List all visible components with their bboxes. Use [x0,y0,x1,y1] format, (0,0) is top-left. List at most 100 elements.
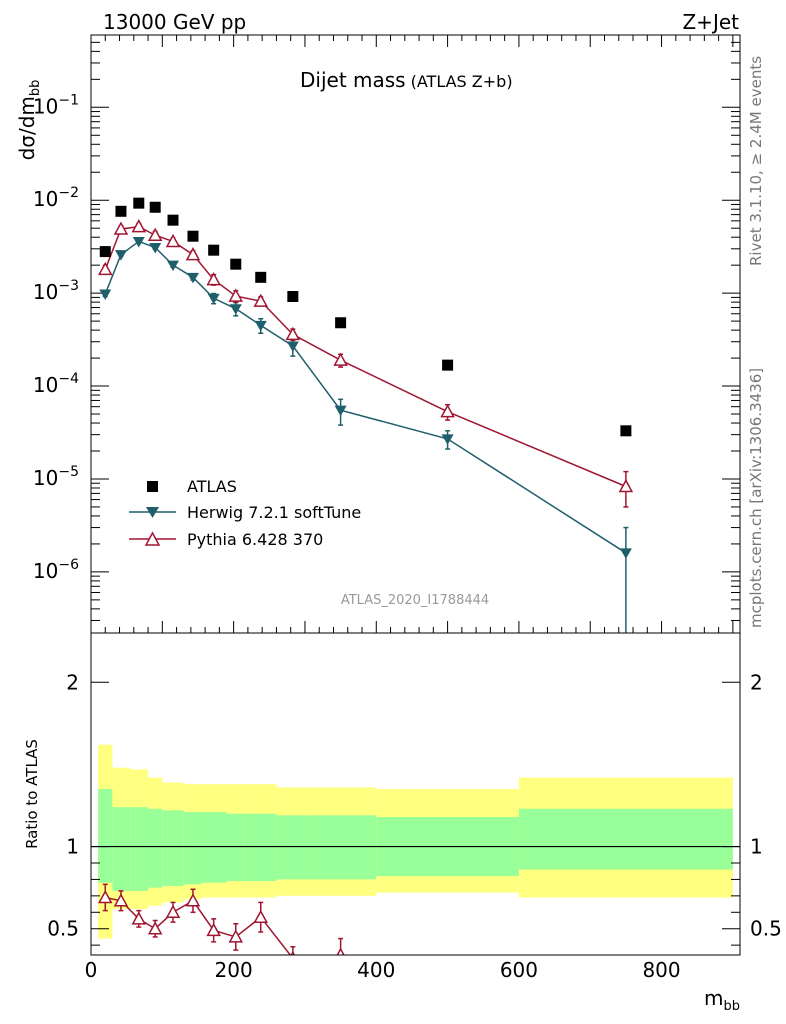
herwig-point [334,405,347,417]
ratio-band-green [226,813,245,882]
legend-atlas-marker [147,481,158,492]
herwig-point [286,341,299,352]
pythia-point [253,293,269,307]
pythia-point [618,478,634,493]
atlas-point [620,425,632,437]
x-tick-label: 400 [357,958,395,982]
main-y-tick-label: 10−6 [33,557,79,583]
x-tick-label: 600 [500,958,538,982]
legend: ATLAS Herwig 7.2.1 softTune Pythia 6.428… [129,477,361,549]
herwig-point [441,434,454,445]
pythia-ratio-point [228,929,244,943]
pythia-point [333,352,348,366]
pythia-point [165,233,181,248]
ratio-band-green [518,808,733,870]
ratio-y-tick-label-right: 0.5 [750,917,782,941]
legend-pythia-label: Pythia 6.428 370 [187,530,323,549]
ratio-band-green [201,812,227,883]
ratio-band-green [130,807,149,891]
ratio-y-tick-label-right: 2 [750,670,763,694]
main-y-tick-labels: 10−6 10−5 10−4 10−3 10−2 10−1 [33,92,79,583]
pythia-ratio-point [290,950,296,955]
ratio-band-green [276,815,305,880]
ratio-band-green [148,808,163,888]
pythia-point [206,271,221,286]
x-tick-label: 800 [642,958,680,982]
herwig-point [149,242,162,254]
pythia-ratio-point [113,893,129,907]
main-y-tick-label: 10−2 [33,185,79,211]
pythia-ratio-point [185,893,201,907]
pythia-point [147,227,163,241]
x-tick-label: 200 [215,958,253,982]
process-label: Z+Jet [682,10,739,34]
pythia-point [131,219,147,233]
legend-herwig-label: Herwig 7.2.1 softTune [187,503,361,522]
ratio-y-tick-label: 1 [66,835,79,859]
herwig-point [254,320,267,332]
pythia-ratio-point [131,911,147,925]
main-series-layer [98,197,634,633]
ratio-band-green [162,810,184,886]
herwig-point [167,260,180,272]
pythia-point [440,404,455,418]
herwig-point [186,272,199,284]
pythia-ratio-point [253,909,269,923]
atlas-point [167,214,179,226]
main-y-tick-label: 10−4 [33,371,79,397]
pythia-ratio-point [165,904,181,919]
ratio-y-tick-label-right: 1 [750,835,763,859]
pythia-point [185,247,201,261]
herwig-point [99,289,112,300]
ratio-y-tick-labels: 0.5 0.5 1 1 2 2 [47,670,782,940]
atlas-point [335,317,347,329]
rivet-label: Rivet 3.1.10, ≥ 2.4M events [747,56,765,266]
energy-label: 13000 GeV pp [103,10,246,34]
legend-atlas-label: ATLAS [187,477,237,496]
pythia-ratio-point [98,889,113,904]
main-y-tick-label: 10−5 [33,464,79,490]
pythia-ratio-point [147,921,163,935]
plot-title: Dijet mass (ATLAS Z+b) [300,68,513,92]
pythia-ratio-point [206,922,221,937]
atlas-point [115,205,127,217]
ratio-series-layer [98,883,345,955]
atlas-point [149,201,161,213]
ratio-panel-frame [90,632,741,956]
ratio-y-tick-label: 2 [66,670,79,694]
main-panel-frame [90,34,741,634]
ratio-ylabel: Ratio to ATLAS [23,739,41,849]
pythia-point [228,288,244,302]
herwig-point [229,304,242,315]
analysis-id: ATLAS_2020_I1788444 [341,593,489,608]
ratio-band-green [304,815,377,880]
atlas-point [99,246,111,258]
ratio-band-green [183,812,202,885]
main-y-tick-label: 10−1 [33,92,79,118]
ratio-uncertainty-bands [91,744,740,939]
atlas-point [133,197,145,209]
x-axis-label: mbb [704,986,740,1014]
pythia-point [98,261,113,276]
mcplots-label: mcplots.cern.ch [arXiv:1306.3436] [747,368,765,628]
pythia-point [113,221,129,235]
herwig-point [132,236,145,248]
atlas-point [442,359,454,371]
herwig-point [207,293,220,305]
main-ylabel: dσ/dmbb [15,80,43,161]
herwig-point [619,548,632,559]
atlas-point [208,244,220,256]
atlas-point [230,258,242,270]
x-tick-label: 0 [85,958,98,982]
herwig-point [114,250,127,261]
ratio-band-green [244,813,277,882]
atlas-point [255,271,267,283]
pythia-point [285,326,301,341]
legend-pythia-marker [144,531,161,546]
atlas-point [187,230,199,242]
ratio-axis-ticks [91,681,740,946]
ratio-band-green [98,789,113,883]
ratio-band-green [112,807,131,891]
ratio-y-tick-label: 0.5 [47,917,79,941]
